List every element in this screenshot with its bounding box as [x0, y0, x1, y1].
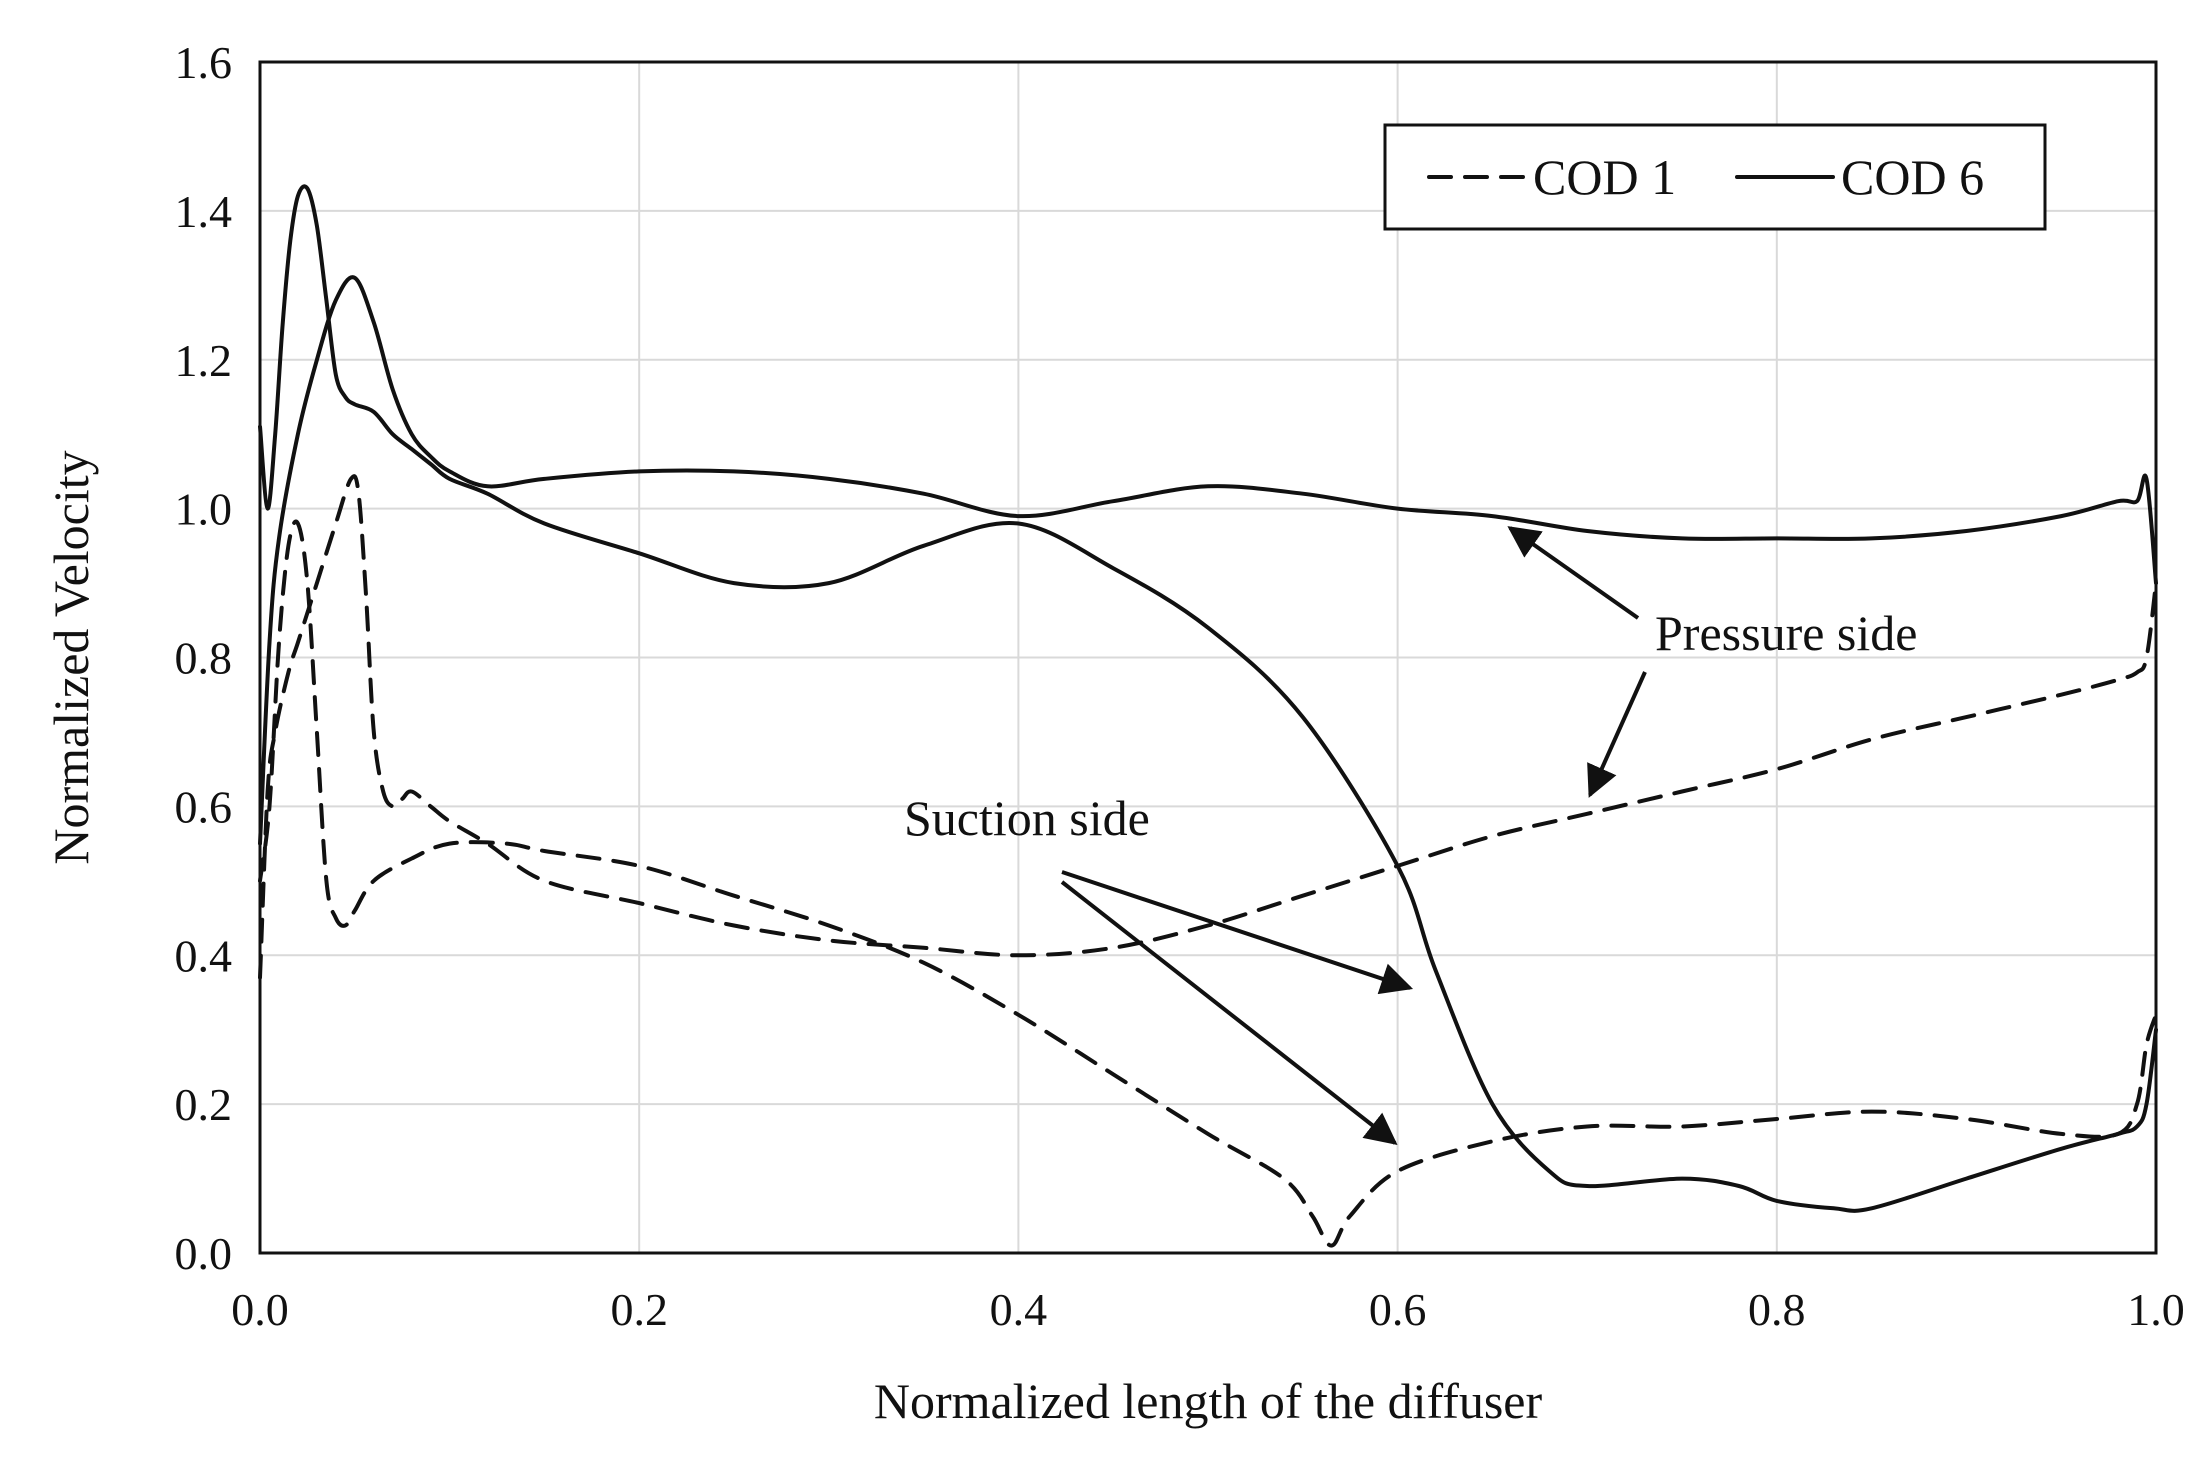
x-axis-title: Normalized length of the diffuser — [874, 1373, 1543, 1429]
y-tick-label: 1.2 — [175, 335, 233, 386]
y-tick-label: 1.0 — [175, 484, 233, 535]
legend: COD 1 COD 6 — [1383, 123, 2047, 231]
suction-side-arrow-1 — [1061, 870, 1414, 995]
y-tick-label: 1.6 — [175, 37, 233, 88]
y-tick-label: 0.2 — [175, 1079, 233, 1130]
cod6-pressure-line — [258, 275, 2158, 846]
suction-side-label: Suction side — [904, 790, 1150, 846]
y-tick-label: 0.8 — [175, 633, 233, 684]
legend-box — [1383, 123, 2047, 231]
cod1-pressure-line — [258, 474, 2158, 980]
x-tick-label: 0.6 — [1369, 1284, 1427, 1335]
y-axis-title: Normalized Velocity — [43, 450, 99, 864]
series-lines — [258, 184, 2158, 1248]
x-tick-label: 0.4 — [990, 1284, 1048, 1335]
gridlines — [260, 62, 2156, 1253]
x-tick-label: 1.0 — [2127, 1284, 2185, 1335]
suction-side-arrow-2 — [1060, 880, 1398, 1145]
y-tick-label: 1.4 — [175, 186, 233, 237]
x-tick-label: 0.2 — [610, 1284, 668, 1335]
cod1-suction-line — [258, 519, 2158, 1248]
y-tick-label: 0.6 — [175, 781, 233, 832]
x-tick-label: 0.8 — [1748, 1284, 1806, 1335]
y-tick-label: 0.0 — [175, 1228, 233, 1279]
cod6-suction-line — [258, 184, 2158, 1213]
axis-ticks: 0.0 0.2 0.4 0.6 0.8 1.0 0.0 0.2 0.4 0.6 0.8 1.0 1.2 1… — [175, 37, 2185, 1335]
pressure-side-arrow-1 — [1507, 526, 1640, 620]
x-tick-label: 0.0 — [231, 1284, 289, 1335]
y-tick-label: 0.4 — [175, 930, 233, 981]
annotations: Pressure side Suction side — [904, 526, 1917, 1145]
plot-frame — [258, 60, 2158, 1255]
pressure-side-arrow-2 — [1587, 671, 1647, 798]
legend-label-cod1: COD 1 — [1533, 149, 1676, 205]
pressure-side-label: Pressure side — [1655, 605, 1917, 661]
legend-label-cod6: COD 6 — [1841, 149, 1984, 205]
